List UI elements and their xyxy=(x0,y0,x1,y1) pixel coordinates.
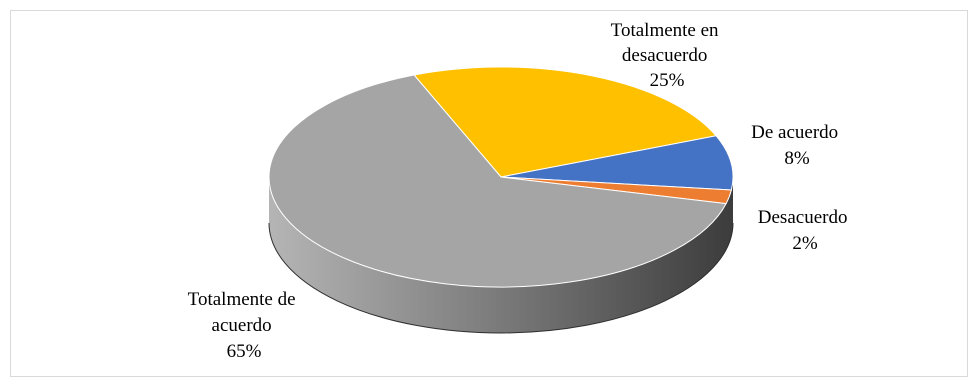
slice-totalmente-de-acuerdo xyxy=(268,74,727,288)
pie-side-wall xyxy=(269,177,733,333)
pie-side-edge xyxy=(268,222,734,334)
label-de-acuerdo: De acuerdo 8% xyxy=(751,122,843,169)
pie-slices xyxy=(268,66,734,334)
label-totalmente-en-desacuerdo: Totalmente en desacuerdo 25% xyxy=(611,20,724,91)
label-totalmente-de-acuerdo: Totalmente de acuerdo 65% xyxy=(188,289,301,362)
slice-totalmente-en-desacuerdo xyxy=(413,66,718,178)
label-desacuerdo: Desacuerdo 2% xyxy=(758,207,852,254)
slice-de-acuerdo xyxy=(500,135,734,191)
